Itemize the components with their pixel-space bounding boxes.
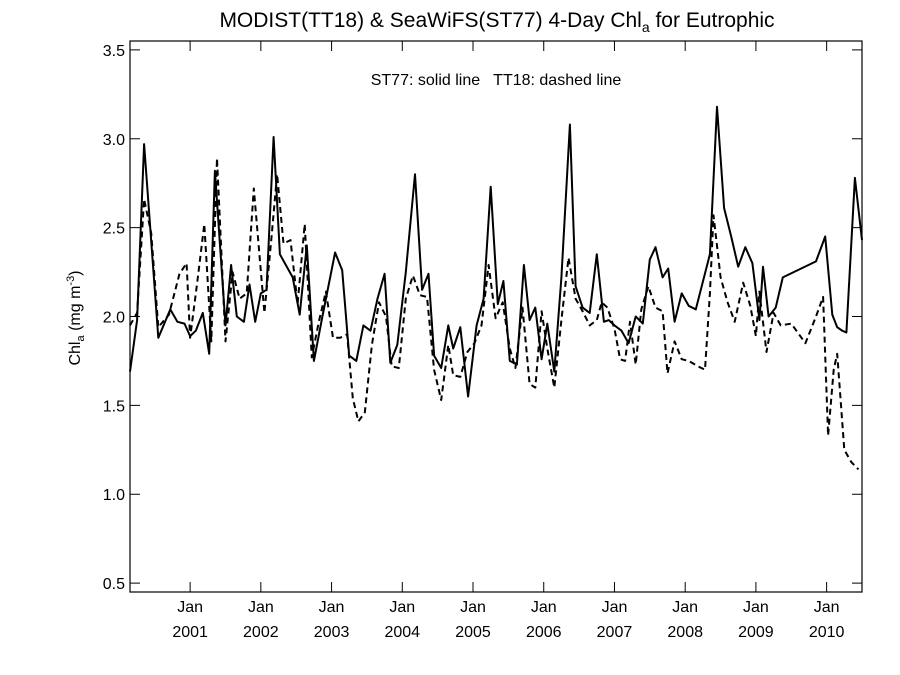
x-tick-label-year: 2004 [384,624,420,641]
x-tick-label-year: 2005 [455,624,491,641]
y-tick-label: 3.5 [103,43,125,60]
x-tick-label-month: Jan [602,599,628,616]
x-tick-label-month: Jan [814,599,840,616]
x-tick-label-year: 2010 [809,624,845,641]
x-tick-label-month: Jan [177,599,203,616]
chart-title: MODIST(TT18) & SeaWiFS(ST77) 4-Day Chla … [219,9,774,35]
series-line-tt18 [129,157,860,471]
series-legend-annotation: ST77: solid line TT18: dashed line [371,72,622,89]
x-tick-label-month: Jan [248,599,274,616]
plot-area: 0.5 1.0 1.5 2.0 2.5 3.0 3.5 Jan 2001 Jan 2002 Jan 20… [103,40,863,641]
x-tick-label-month: Jan [389,599,415,616]
x-tick-label-month: Jan [743,599,769,616]
y-tick-label: 0.5 [103,576,125,593]
y-tick-label: 3.0 [103,132,125,149]
x-tick-label-year: 2002 [243,624,279,641]
y-tick-label: 1.0 [103,487,125,504]
y-axis-label: Chla (mg m-3) [65,270,87,365]
x-tick-label-month: Jan [319,599,345,616]
y-tick-label: 2.0 [103,310,125,327]
x-tick-label-month: Jan [672,599,698,616]
y-tick-label: 2.5 [103,221,125,238]
x-tick-label-year: 2007 [597,624,633,641]
y-tick-label: 1.5 [103,398,125,415]
x-tick-label-month: Jan [460,599,486,616]
x-tick-label-year: 2003 [314,624,350,641]
x-tick-label-year: 2009 [738,624,774,641]
x-tick-label-year: 2006 [526,624,562,641]
x-tick-label-month: Jan [531,599,557,616]
x-tick-label-year: 2008 [667,624,703,641]
x-tick-label-year: 2001 [172,624,208,641]
series-line-st77 [129,105,863,398]
